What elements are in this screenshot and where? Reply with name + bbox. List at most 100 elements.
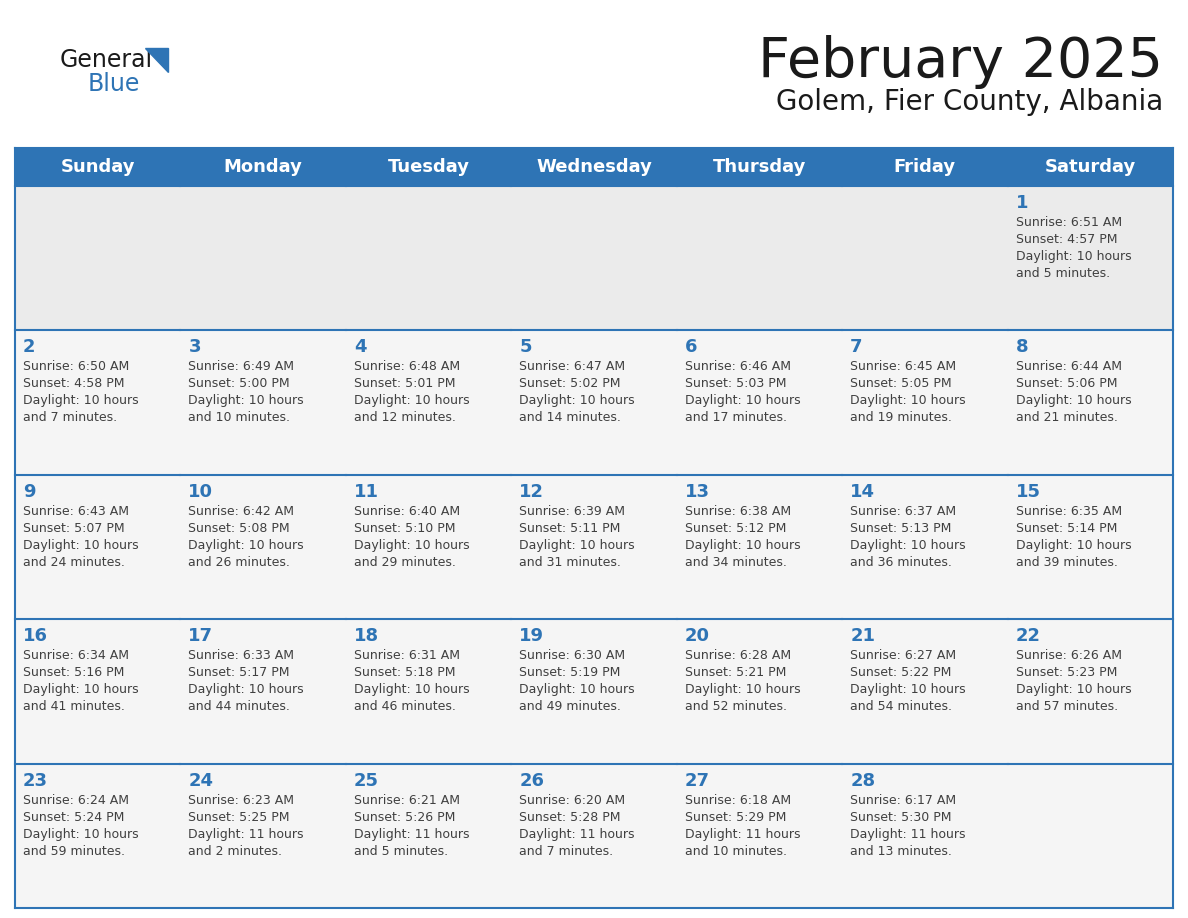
- Text: Daylight: 10 hours: Daylight: 10 hours: [851, 539, 966, 552]
- Text: Sunset: 5:16 PM: Sunset: 5:16 PM: [23, 666, 125, 679]
- Text: 14: 14: [851, 483, 876, 501]
- Text: Sunrise: 6:39 AM: Sunrise: 6:39 AM: [519, 505, 625, 518]
- Text: Sunrise: 6:44 AM: Sunrise: 6:44 AM: [1016, 361, 1121, 374]
- Text: Sunrise: 6:30 AM: Sunrise: 6:30 AM: [519, 649, 625, 662]
- Text: Daylight: 10 hours: Daylight: 10 hours: [519, 683, 634, 696]
- Text: 24: 24: [189, 772, 214, 789]
- Text: Sunrise: 6:37 AM: Sunrise: 6:37 AM: [851, 505, 956, 518]
- Text: Sunset: 5:30 PM: Sunset: 5:30 PM: [851, 811, 952, 823]
- Bar: [181, 330, 346, 475]
- Text: Sunset: 5:00 PM: Sunset: 5:00 PM: [189, 377, 290, 390]
- Bar: [15, 475, 181, 620]
- Text: 13: 13: [684, 483, 709, 501]
- Text: Thursday: Thursday: [713, 158, 807, 176]
- Text: Sunrise: 6:34 AM: Sunrise: 6:34 AM: [23, 649, 129, 662]
- Text: Sunset: 5:13 PM: Sunset: 5:13 PM: [851, 521, 952, 535]
- Text: Daylight: 10 hours: Daylight: 10 hours: [684, 395, 801, 408]
- Text: 1: 1: [1016, 194, 1028, 212]
- Text: and 10 minutes.: and 10 minutes.: [684, 845, 786, 857]
- Text: Sunset: 5:11 PM: Sunset: 5:11 PM: [519, 521, 620, 535]
- Text: and 7 minutes.: and 7 minutes.: [519, 845, 613, 857]
- Text: Sunrise: 6:26 AM: Sunrise: 6:26 AM: [1016, 649, 1121, 662]
- Bar: [181, 764, 346, 908]
- Text: Daylight: 11 hours: Daylight: 11 hours: [851, 828, 966, 841]
- Text: Sunrise: 6:38 AM: Sunrise: 6:38 AM: [684, 505, 791, 518]
- Text: Sunrise: 6:24 AM: Sunrise: 6:24 AM: [23, 793, 129, 807]
- Text: Daylight: 10 hours: Daylight: 10 hours: [1016, 539, 1131, 552]
- Text: Daylight: 10 hours: Daylight: 10 hours: [519, 395, 634, 408]
- Text: Wednesday: Wednesday: [536, 158, 652, 176]
- Text: Daylight: 10 hours: Daylight: 10 hours: [684, 539, 801, 552]
- Bar: [1007, 330, 1173, 475]
- Text: 23: 23: [23, 772, 48, 789]
- Text: Sunset: 5:08 PM: Sunset: 5:08 PM: [189, 521, 290, 535]
- Bar: [677, 330, 842, 475]
- Text: and 36 minutes.: and 36 minutes.: [851, 555, 952, 569]
- Text: Sunset: 5:29 PM: Sunset: 5:29 PM: [684, 811, 786, 823]
- Text: Sunrise: 6:46 AM: Sunrise: 6:46 AM: [684, 361, 791, 374]
- Text: 26: 26: [519, 772, 544, 789]
- Text: 25: 25: [354, 772, 379, 789]
- Text: and 2 minutes.: and 2 minutes.: [189, 845, 283, 857]
- Polygon shape: [145, 48, 168, 72]
- Bar: [346, 330, 511, 475]
- Bar: [842, 475, 1007, 620]
- Text: Sunrise: 6:51 AM: Sunrise: 6:51 AM: [1016, 216, 1121, 229]
- Text: 15: 15: [1016, 483, 1041, 501]
- Text: Sunset: 5:21 PM: Sunset: 5:21 PM: [684, 666, 786, 679]
- Bar: [511, 475, 677, 620]
- Text: Daylight: 10 hours: Daylight: 10 hours: [851, 683, 966, 696]
- Bar: [677, 475, 842, 620]
- Text: and 5 minutes.: and 5 minutes.: [1016, 267, 1110, 280]
- Text: and 21 minutes.: and 21 minutes.: [1016, 411, 1118, 424]
- Text: and 12 minutes.: and 12 minutes.: [354, 411, 456, 424]
- Text: Daylight: 10 hours: Daylight: 10 hours: [354, 683, 469, 696]
- Text: Sunset: 5:10 PM: Sunset: 5:10 PM: [354, 521, 455, 535]
- Text: Sunset: 5:23 PM: Sunset: 5:23 PM: [1016, 666, 1117, 679]
- Text: Sunset: 5:06 PM: Sunset: 5:06 PM: [1016, 377, 1117, 390]
- Text: Sunset: 5:05 PM: Sunset: 5:05 PM: [851, 377, 952, 390]
- Bar: [511, 764, 677, 908]
- Text: Sunset: 5:24 PM: Sunset: 5:24 PM: [23, 811, 125, 823]
- Text: Daylight: 10 hours: Daylight: 10 hours: [189, 539, 304, 552]
- Text: 7: 7: [851, 339, 862, 356]
- Text: Sunrise: 6:17 AM: Sunrise: 6:17 AM: [851, 793, 956, 807]
- Text: 6: 6: [684, 339, 697, 356]
- Bar: [677, 764, 842, 908]
- Text: and 13 minutes.: and 13 minutes.: [851, 845, 952, 857]
- Text: 27: 27: [684, 772, 709, 789]
- Bar: [842, 186, 1007, 330]
- Text: 8: 8: [1016, 339, 1028, 356]
- Text: Sunset: 5:12 PM: Sunset: 5:12 PM: [684, 521, 786, 535]
- Text: and 19 minutes.: and 19 minutes.: [851, 411, 952, 424]
- Text: 17: 17: [189, 627, 214, 645]
- Text: and 59 minutes.: and 59 minutes.: [23, 845, 125, 857]
- Text: Golem, Fier County, Albania: Golem, Fier County, Albania: [776, 88, 1163, 116]
- Text: and 52 minutes.: and 52 minutes.: [684, 700, 786, 713]
- Text: and 49 minutes.: and 49 minutes.: [519, 700, 621, 713]
- Text: Blue: Blue: [88, 72, 140, 96]
- Bar: [346, 475, 511, 620]
- Text: Friday: Friday: [893, 158, 956, 176]
- Bar: [842, 764, 1007, 908]
- Text: 3: 3: [189, 339, 201, 356]
- Text: 28: 28: [851, 772, 876, 789]
- Text: Sunset: 5:25 PM: Sunset: 5:25 PM: [189, 811, 290, 823]
- Text: and 24 minutes.: and 24 minutes.: [23, 555, 125, 569]
- Bar: [842, 330, 1007, 475]
- Text: and 57 minutes.: and 57 minutes.: [1016, 700, 1118, 713]
- Text: Sunset: 5:07 PM: Sunset: 5:07 PM: [23, 521, 125, 535]
- Text: Daylight: 10 hours: Daylight: 10 hours: [1016, 683, 1131, 696]
- Text: 18: 18: [354, 627, 379, 645]
- Text: Sunrise: 6:45 AM: Sunrise: 6:45 AM: [851, 361, 956, 374]
- Text: Sunrise: 6:21 AM: Sunrise: 6:21 AM: [354, 793, 460, 807]
- Bar: [181, 186, 346, 330]
- Text: Daylight: 11 hours: Daylight: 11 hours: [189, 828, 304, 841]
- Text: and 34 minutes.: and 34 minutes.: [684, 555, 786, 569]
- Text: Daylight: 10 hours: Daylight: 10 hours: [189, 395, 304, 408]
- Text: 5: 5: [519, 339, 532, 356]
- Text: Sunrise: 6:18 AM: Sunrise: 6:18 AM: [684, 793, 791, 807]
- Text: and 10 minutes.: and 10 minutes.: [189, 411, 290, 424]
- Text: Sunrise: 6:20 AM: Sunrise: 6:20 AM: [519, 793, 625, 807]
- Text: Sunset: 5:22 PM: Sunset: 5:22 PM: [851, 666, 952, 679]
